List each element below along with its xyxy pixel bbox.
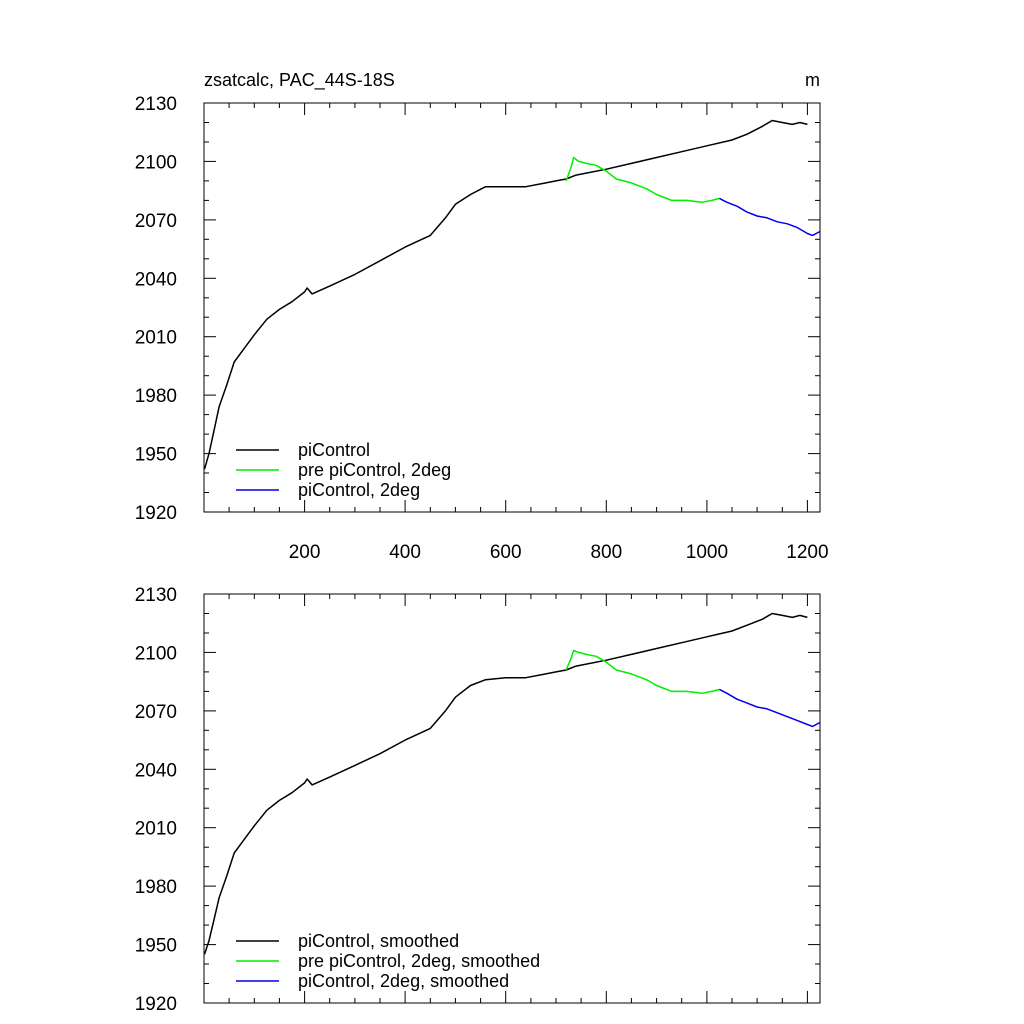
legend-label: piControl: [298, 440, 370, 460]
y-tick-label: 1950: [135, 936, 177, 957]
legend-label: pre piControl, 2deg, smoothed: [298, 951, 540, 971]
y-tick-label: 2100: [135, 152, 177, 173]
plot-frame: [203, 593, 821, 1004]
y-tick-label: 2070: [135, 702, 177, 723]
series-line: [719, 688, 821, 728]
x-tick-label: 1000: [686, 542, 728, 563]
series-line: [719, 197, 821, 237]
y-tick-label: 1980: [135, 386, 177, 407]
x-tick-label: 200: [289, 542, 321, 563]
x-tick-label: 400: [389, 542, 421, 563]
y-tick-label: 2130: [135, 585, 177, 606]
y-tick-label: 1920: [135, 994, 177, 1015]
y-tick-label: 1980: [135, 877, 177, 898]
legend-label: piControl, smoothed: [298, 931, 459, 951]
legend-label: pre piControl, 2deg: [298, 460, 451, 480]
y-tick-label: 2040: [135, 269, 177, 290]
y-tick-label: 2040: [135, 760, 177, 781]
series-line: [565, 649, 720, 695]
legend-label: piControl, 2deg, smoothed: [298, 971, 509, 991]
legend-label: piControl, 2deg: [298, 480, 420, 500]
series-line: [203, 119, 808, 470]
y-tick-label: 1920: [135, 503, 177, 524]
y-tick-label: 2130: [135, 94, 177, 115]
y-tick-label: 2010: [135, 328, 177, 349]
chart-1: 200 400 600 800 1000 1200 1920 1950 1980 2010 2040…: [135, 94, 829, 563]
units-label: m: [805, 70, 820, 90]
y-tick-label: 2100: [135, 643, 177, 664]
panel-title: zsatcalc, PAC_44S-18S: [204, 70, 395, 91]
top-panel: zsatcalc, PAC_44S-18S m: [204, 70, 820, 91]
y-tick-label: 2010: [135, 819, 177, 840]
x-tick-label: 1200: [786, 542, 828, 563]
series-line: [203, 612, 808, 955]
series-line: [565, 156, 720, 204]
y-tick-label: 2070: [135, 211, 177, 232]
x-tick-label: 800: [590, 542, 622, 563]
plot-frame: [203, 102, 821, 513]
x-tick-label: 600: [490, 542, 522, 563]
y-tick-label: 1950: [135, 445, 177, 466]
chart-2: 1920 1950 1980 2010 2040 2070 2100 2130 piContro…: [135, 585, 821, 1015]
